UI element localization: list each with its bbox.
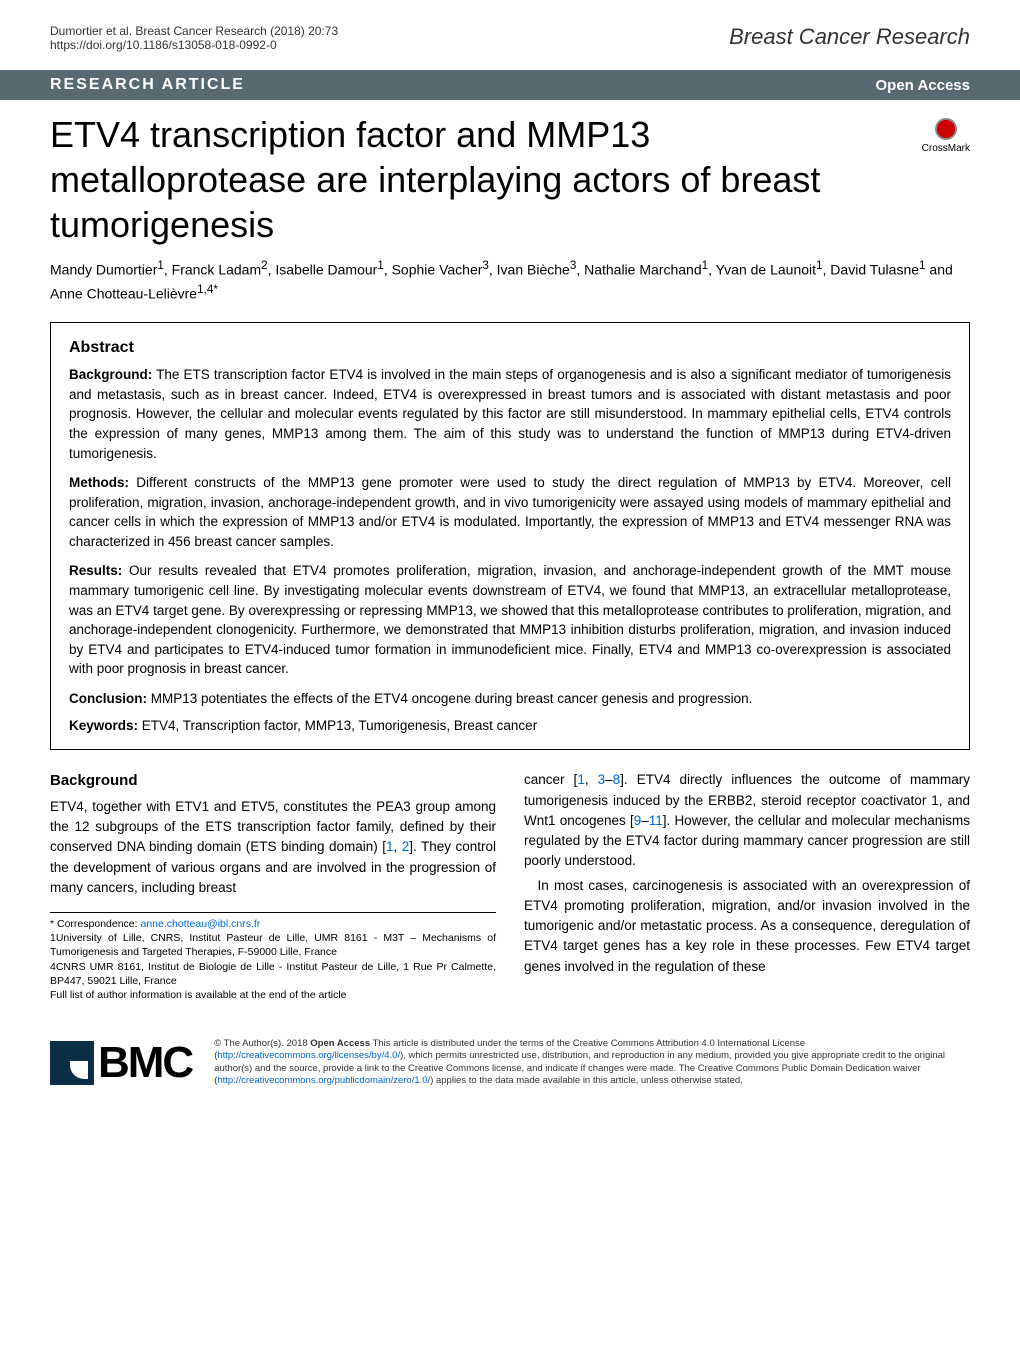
affiliation-4: 4CNRS UMR 8161, Institut de Biologie de …	[50, 960, 496, 988]
article-title: ETV4 transcription factor and MMP13 meta…	[50, 112, 904, 247]
abstract-conclusion: Conclusion: MMP13 potentiates the effect…	[69, 689, 951, 709]
body-columns: Background ETV4, together with ETV1 and …	[0, 770, 1020, 1002]
author-list: Mandy Dumortier1, Franck Ladam2, Isabell…	[0, 257, 1020, 322]
footnotes: * Correspondence: anne.chotteau@ibl.cnrs…	[50, 912, 496, 1002]
citation-text: Dumortier et al. Breast Cancer Research …	[50, 24, 338, 38]
body-para-1: ETV4, together with ETV1 and ETV5, const…	[50, 797, 496, 898]
abstract-keywords-text: ETV4, Transcription factor, MMP13, Tumor…	[138, 718, 537, 733]
abstract-methods: Methods: Different constructs of the MMP…	[69, 473, 951, 551]
cc0-link[interactable]: http://creativecommons.org/publicdomain/…	[217, 1075, 430, 1086]
affiliation-1: 1University of Lille, CNRS, Institut Pas…	[50, 931, 496, 959]
right-column: cancer [1, 3–8]. ETV4 directly influence…	[524, 770, 970, 1002]
bmc-logo-icon	[50, 1041, 94, 1085]
doi-text: https://doi.org/10.1186/s13058-018-0992-…	[50, 38, 338, 52]
abstract-keywords: Keywords: ETV4, Transcription factor, MM…	[69, 718, 951, 733]
crossmark-label: CrossMark	[922, 143, 970, 154]
section-bar: RESEARCH ARTICLE Open Access	[0, 70, 1020, 100]
correspondence-line: * Correspondence: anne.chotteau@ibl.cnrs…	[50, 917, 496, 931]
left-column: Background ETV4, together with ETV1 and …	[50, 770, 496, 1002]
title-row: ETV4 transcription factor and MMP13 meta…	[0, 100, 1020, 257]
footer-bar: BMC © The Author(s). 2018 Open Access Th…	[0, 1020, 1020, 1112]
body-para-3: In most cases, carcinogenesis is associa…	[524, 876, 970, 977]
abstract-heading: Abstract	[69, 339, 951, 357]
ref-link-3[interactable]: 3	[598, 772, 606, 787]
ref-link-11[interactable]: 11	[649, 813, 663, 828]
header-bar: Dumortier et al. Breast Cancer Research …	[0, 0, 1020, 62]
abstract-background-text: The ETS transcription factor ETV4 is inv…	[69, 367, 951, 460]
license-text: © The Author(s). 2018 Open Access This a…	[214, 1038, 970, 1087]
abstract-results-text: Our results revealed that ETV4 promotes …	[69, 563, 951, 676]
section-label: RESEARCH ARTICLE	[50, 76, 245, 94]
abstract-conclusion-label: Conclusion:	[69, 691, 147, 706]
abstract-methods-label: Methods:	[69, 475, 129, 490]
abstract-results-label: Results:	[69, 563, 122, 578]
abstract-background-label: Background:	[69, 367, 152, 382]
cc-by-link[interactable]: http://creativecommons.org/licenses/by/4…	[217, 1050, 400, 1061]
abstract-keywords-label: Keywords:	[69, 718, 138, 733]
abstract-box: Abstract Background: The ETS transcripti…	[50, 322, 970, 750]
ref-link-1b[interactable]: 1	[577, 772, 585, 787]
open-access-label: Open Access	[876, 77, 971, 94]
abstract-background: Background: The ETS transcription factor…	[69, 365, 951, 463]
journal-name: Breast Cancer Research	[729, 24, 970, 52]
open-access-bold: Open Access	[310, 1038, 370, 1049]
bmc-logo-text: BMC	[98, 1038, 192, 1088]
crossmark-badge[interactable]: CrossMark	[922, 118, 970, 154]
body-para-2: cancer [1, 3–8]. ETV4 directly influence…	[524, 770, 970, 871]
correspondence-email[interactable]: anne.chotteau@ibl.cnrs.fr	[140, 918, 260, 930]
abstract-results: Results: Our results revealed that ETV4 …	[69, 561, 951, 678]
abstract-methods-text: Different constructs of the MMP13 gene p…	[69, 475, 951, 549]
citation-block: Dumortier et al. Breast Cancer Research …	[50, 24, 338, 52]
bmc-logo: BMC	[50, 1038, 192, 1088]
full-author-list-note: Full list of author information is avail…	[50, 988, 496, 1002]
background-heading: Background	[50, 770, 496, 793]
abstract-conclusion-text: MMP13 potentiates the effects of the ETV…	[147, 691, 752, 706]
ref-link-1[interactable]: 1	[386, 839, 394, 854]
crossmark-icon	[935, 118, 957, 140]
